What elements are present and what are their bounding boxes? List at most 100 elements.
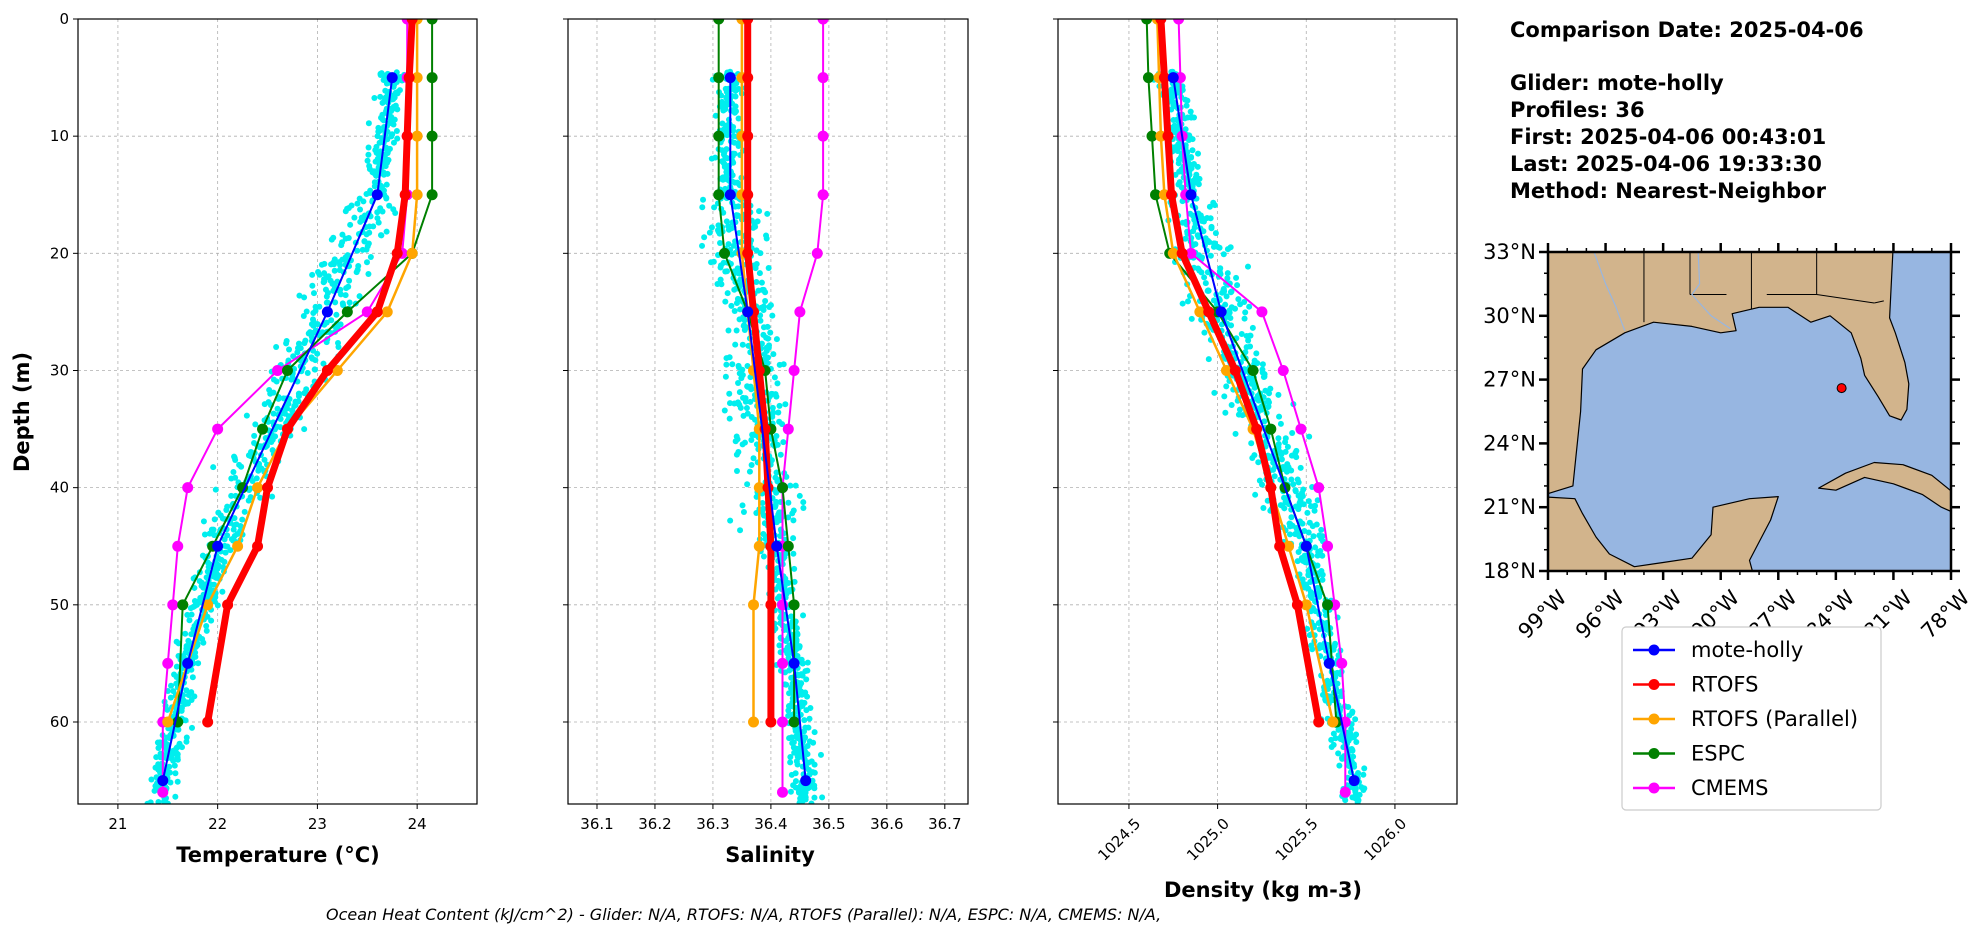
glider-sample-point [720,176,727,183]
glider-sample-point [383,228,390,235]
glider-sample-point [744,410,751,417]
series-point [182,482,194,494]
glider-sample-point [1311,507,1318,514]
lat-tick-label: 21°N [1483,495,1536,519]
glider-sample-point [221,558,228,565]
glider-sample-point [1299,576,1306,583]
glider-sample-point [161,799,168,804]
glider-sample-point [364,157,371,164]
series-point [742,19,754,25]
glider-sample-point [726,415,733,422]
glider-sample-point [734,86,741,93]
glider-sample-point [1212,230,1219,237]
glider-sample-point [800,504,807,511]
glider-sample-point [766,342,773,349]
glider-sample-point [785,499,792,506]
glider-sample-point [1196,252,1203,259]
glider-sample-point [377,232,384,239]
glider-sample-point [314,350,321,357]
glider-sample-point [1319,576,1326,583]
glider-sample-point [1255,397,1262,404]
series-point [157,775,169,787]
glider-sample-point [1288,476,1295,483]
glider-sample-point [328,317,335,324]
glider-sample-point [735,379,742,386]
glider-sample-point [725,241,732,248]
glider-sample-point [330,261,337,268]
glider-sample-point [1284,443,1291,450]
glider-sample-point [736,401,743,408]
glider-sample-point [273,344,280,351]
glider-sample-point [811,761,818,768]
glider-sample-point [231,453,238,460]
legend-marker [1648,644,1660,656]
glider-sample-point [171,762,178,769]
glider-sample-point [294,349,301,356]
glider-sample-point [785,514,792,521]
series-point [1162,130,1174,142]
glider-sample-point [1232,430,1239,437]
glider-sample-point [1292,487,1299,494]
glider-sample-point [785,579,792,586]
glider-sample-point [763,347,770,354]
glider-sample-point [796,683,803,690]
glider-sample-point [188,611,195,618]
glider-sample-point [1168,86,1175,93]
glider-sample-point [292,398,299,405]
glider-sample-point [1290,481,1297,488]
glider-sample-point [228,492,235,499]
glider-sample-point [715,222,722,229]
glider-sample-point [1232,305,1239,312]
glider-sample-point [191,597,198,604]
glider-sample-point [1222,301,1229,308]
glider-sample-point [1294,527,1301,534]
glider-sample-point [1316,589,1323,596]
series-point [386,72,398,84]
glider-sample-point [1248,440,1255,447]
glider-sample-point [348,202,355,209]
glider-sample-point [310,290,317,297]
glider-sample-point [363,259,370,266]
series-point [411,72,423,84]
series-point [1348,775,1360,787]
glider-sample-point [717,240,724,247]
glider-sample-point [1189,147,1196,154]
series-point [281,364,293,376]
glider-sample-point [373,143,380,150]
glider-sample-point [361,238,368,245]
glider-sample-point [791,565,798,572]
glider-sample-point [1294,476,1301,483]
glider-sample-point [750,455,757,462]
glider-sample-point [722,85,729,92]
glider-sample-point [799,798,806,804]
series-point [811,247,823,259]
glider-sample-point [774,595,781,602]
glider-sample-point [731,400,738,407]
glider-sample-point [321,276,328,283]
glider-sample-point [1306,433,1313,440]
series-point [182,657,194,669]
glider-sample-point [767,302,774,309]
glider-sample-point [775,511,782,518]
series-point [157,786,169,798]
glider-sample-point [760,553,767,560]
glider-sample-point [774,380,781,387]
x-tick-label: 23 [308,815,327,833]
glider-sample-point [394,106,401,113]
glider-sample-point [367,254,374,261]
glider-sample-point [765,264,772,271]
glider-sample-point [392,90,399,97]
glider-sample-point [773,469,780,476]
glider-sample-point [1299,493,1306,500]
glider-sample-point [1206,239,1213,246]
glider-sample-point [170,688,177,695]
glider-sample-point [201,531,208,538]
series-point [1229,364,1241,376]
glider-sample-point [309,355,316,362]
glider-sample-point [1361,765,1368,772]
glider-sample-point [168,682,175,689]
glider-sample-point [788,771,795,778]
glider-sample-point [729,361,736,368]
x-tick-label: 1024.5 [1094,815,1144,865]
series-point [212,423,224,435]
